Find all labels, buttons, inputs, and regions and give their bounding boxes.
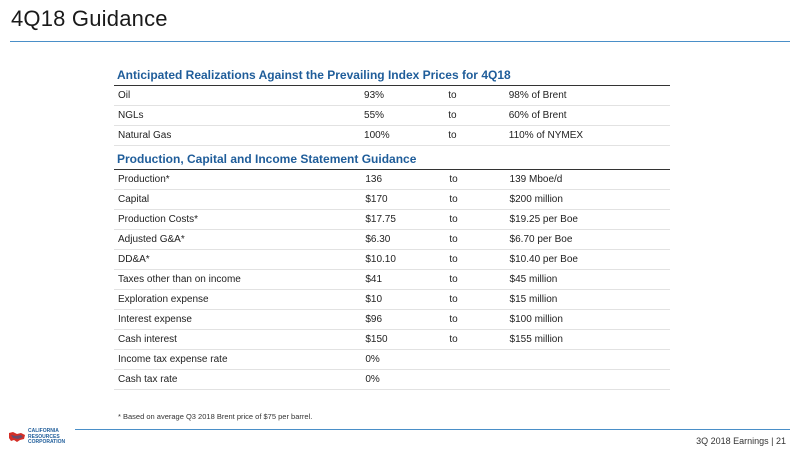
realizations-section: Anticipated Realizations Against the Pre… bbox=[114, 65, 670, 146]
row-label: Exploration expense bbox=[114, 289, 362, 310]
realizations-table: Oil 93% to 98% of Brent NGLs 55% to 60% of Bren… bbox=[114, 86, 670, 146]
row-low-value: 136 bbox=[361, 170, 446, 190]
row-high-value bbox=[505, 349, 670, 370]
footer-label: 3Q 2018 Earnings | 21 bbox=[696, 436, 786, 446]
table-row: Cash tax rate 0% bbox=[114, 369, 670, 390]
guidance-section: Production, Capital and Income Statement… bbox=[114, 149, 670, 390]
row-low-value: 93% bbox=[360, 86, 445, 106]
table-row: Taxes other than on income $41 to $45 milli… bbox=[114, 269, 670, 290]
row-separator: to bbox=[444, 86, 505, 106]
row-high-value: $10.40 per Boe bbox=[505, 249, 670, 270]
row-label: Income tax expense rate bbox=[114, 349, 362, 370]
row-separator: to bbox=[444, 125, 505, 146]
table-row: Adjusted G&A* $6.30 to $6.70 per Boe bbox=[114, 229, 670, 250]
logo-text: CALIFORNIA RESOURCES CORPORATION bbox=[28, 428, 66, 445]
row-separator: to bbox=[445, 229, 506, 250]
row-low-value: $6.30 bbox=[361, 229, 446, 250]
row-label: Taxes other than on income bbox=[114, 269, 362, 290]
company-logo: CALIFORNIA RESOURCES CORPORATION bbox=[8, 428, 70, 446]
row-low-value: 0% bbox=[361, 349, 446, 370]
row-separator: to bbox=[445, 329, 506, 350]
row-label: NGLs bbox=[114, 105, 361, 126]
row-label: Capital bbox=[114, 189, 362, 210]
row-label: Adjusted G&A* bbox=[114, 229, 362, 250]
row-low-value: $41 bbox=[361, 269, 446, 290]
row-low-value: $150 bbox=[361, 329, 446, 350]
row-separator: to bbox=[445, 189, 506, 210]
table-row: Production Costs* $17.75 to $19.25 per Boe bbox=[114, 209, 670, 230]
row-low-value: $17.75 bbox=[361, 209, 446, 230]
row-label: Production Costs* bbox=[114, 209, 362, 230]
row-separator: to bbox=[445, 309, 506, 330]
row-separator bbox=[445, 369, 506, 390]
row-low-value: $10 bbox=[361, 289, 446, 310]
row-low-value: $10.10 bbox=[361, 249, 446, 270]
row-label: Interest expense bbox=[114, 309, 362, 330]
table-row: Interest expense $96 to $100 million bbox=[114, 309, 670, 330]
row-separator: to bbox=[445, 249, 506, 270]
row-high-value: $155 million bbox=[505, 329, 670, 350]
california-map-icon bbox=[9, 432, 25, 442]
page-title: 4Q18 Guidance bbox=[11, 6, 168, 31]
row-low-value: 0% bbox=[361, 369, 446, 390]
row-high-value: 110% of NYMEX bbox=[504, 125, 670, 146]
table-row: NGLs 55% to 60% of Brent bbox=[114, 105, 670, 126]
row-high-value: $15 million bbox=[505, 289, 670, 310]
row-high-value bbox=[505, 369, 670, 390]
row-low-value: 55% bbox=[360, 105, 445, 126]
table-row: Cash interest $150 to $155 million bbox=[114, 329, 670, 350]
row-separator: to bbox=[445, 170, 506, 190]
table-row: Exploration expense $10 to $15 million bbox=[114, 289, 670, 310]
row-label: DD&A* bbox=[114, 249, 362, 270]
row-high-value: $19.25 per Boe bbox=[505, 209, 670, 230]
row-label: Cash interest bbox=[114, 329, 362, 350]
table-row: Oil 93% to 98% of Brent bbox=[114, 86, 670, 106]
row-low-value: 100% bbox=[360, 125, 445, 146]
row-high-value: $200 million bbox=[505, 189, 670, 210]
section-title: Production, Capital and Income Statement… bbox=[114, 149, 670, 170]
row-high-value: 98% of Brent bbox=[504, 86, 670, 106]
row-separator: to bbox=[445, 269, 506, 290]
guidance-table: Production* 136 to 139 Mboe/d Capital $170 to $… bbox=[114, 170, 670, 390]
table-row: Production* 136 to 139 Mboe/d bbox=[114, 170, 670, 190]
title-divider bbox=[10, 41, 790, 42]
row-high-value: $45 million bbox=[505, 269, 670, 290]
row-high-value: 60% of Brent bbox=[504, 105, 670, 126]
row-low-value: $96 bbox=[361, 309, 446, 330]
row-separator bbox=[445, 349, 506, 370]
row-label: Natural Gas bbox=[114, 125, 361, 146]
row-label: Production* bbox=[114, 170, 362, 190]
row-high-value: 139 Mboe/d bbox=[505, 170, 670, 190]
table-row: Natural Gas 100% to 110% of NYMEX bbox=[114, 125, 670, 146]
row-label: Oil bbox=[114, 86, 361, 106]
row-label: Cash tax rate bbox=[114, 369, 362, 390]
footnote: * Based on average Q3 2018 Brent price o… bbox=[118, 412, 313, 421]
table-row: Income tax expense rate 0% bbox=[114, 349, 670, 370]
table-row: Capital $170 to $200 million bbox=[114, 189, 670, 210]
row-separator: to bbox=[445, 289, 506, 310]
row-separator: to bbox=[444, 105, 505, 126]
table-row: DD&A* $10.10 to $10.40 per Boe bbox=[114, 249, 670, 270]
footer-divider bbox=[75, 429, 790, 430]
section-title: Anticipated Realizations Against the Pre… bbox=[114, 65, 670, 86]
row-low-value: $170 bbox=[361, 189, 446, 210]
row-high-value: $6.70 per Boe bbox=[505, 229, 670, 250]
row-high-value: $100 million bbox=[505, 309, 670, 330]
row-separator: to bbox=[445, 209, 506, 230]
